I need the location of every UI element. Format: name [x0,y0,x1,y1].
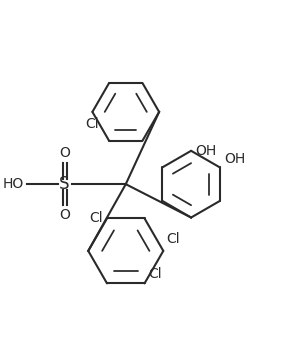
Text: Cl: Cl [89,211,103,225]
Text: OH: OH [224,152,245,166]
Text: O: O [59,146,70,160]
Text: OH: OH [195,144,216,158]
Text: HO: HO [3,177,24,191]
Text: Cl: Cl [149,267,162,280]
Text: Cl: Cl [166,232,180,246]
Text: Cl: Cl [86,117,99,131]
Text: S: S [59,175,70,193]
Text: O: O [59,208,70,222]
